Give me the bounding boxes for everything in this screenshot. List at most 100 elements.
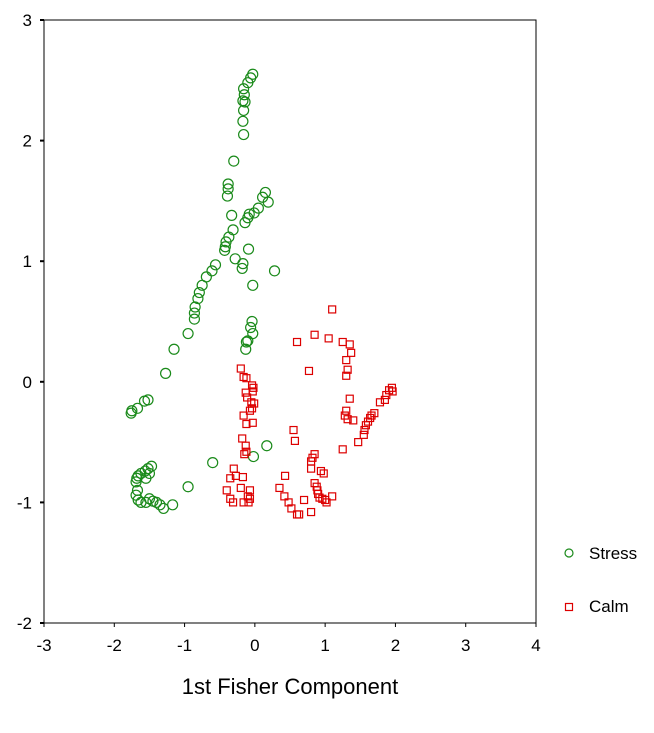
calm-point: [243, 492, 252, 501]
stress-point: [182, 327, 194, 340]
stress-point: [242, 243, 255, 255]
stress-point: [247, 279, 259, 291]
y-tick-label: 0: [23, 373, 32, 392]
calm-point: [306, 464, 316, 473]
calm-point: [299, 495, 309, 505]
stress-point: [196, 279, 208, 291]
stress-point: [143, 467, 156, 480]
calm-point: [228, 498, 238, 507]
x-tick-label: 4: [531, 636, 540, 655]
stress-point: [222, 178, 234, 190]
stress-point: [242, 335, 254, 347]
calm-point: [359, 430, 368, 439]
stress-point: [182, 481, 194, 493]
stress-point: [188, 307, 201, 319]
calm-point: [343, 365, 352, 374]
y-tick-label: 3: [23, 11, 32, 30]
calm-point: [375, 398, 385, 407]
calm-point: [239, 411, 248, 420]
stress-point: [220, 236, 232, 248]
stress-point: [188, 313, 201, 325]
stress-point: [239, 96, 251, 108]
calm-point: [284, 498, 293, 507]
x-tick-label: 2: [391, 636, 400, 655]
stress-point: [189, 301, 201, 313]
stress-point: [167, 499, 179, 511]
calm-point: [370, 409, 379, 418]
calm-point: [382, 390, 391, 400]
stress-point: [159, 367, 172, 379]
x-tick-label: -2: [107, 636, 122, 655]
calm-point: [292, 337, 302, 347]
calm-point: [360, 425, 369, 435]
calm-point: [342, 406, 351, 415]
calm-point: [241, 388, 250, 397]
calm-point: [343, 415, 352, 424]
legend-stress-marker: [564, 548, 574, 558]
stress-point: [132, 470, 144, 482]
legend-calm-marker: [564, 602, 574, 612]
calm-point: [243, 393, 252, 402]
calm-point: [319, 469, 328, 478]
stress-point: [240, 336, 253, 348]
calm-point: [248, 418, 257, 427]
calm-point: [342, 355, 351, 365]
calm-point: [245, 406, 255, 415]
calm-point: [295, 510, 304, 519]
calm-point: [280, 471, 290, 480]
stress-point: [193, 286, 205, 299]
x-tick-label: 3: [461, 636, 470, 655]
y-axis-ticks: [40, 19, 44, 624]
calm-point: [380, 395, 389, 404]
calm-point: [342, 371, 351, 380]
stress-point: [240, 343, 252, 355]
calm-point: [236, 483, 245, 493]
y-tick-label: 1: [23, 252, 32, 271]
plot-area-frame: [43, 19, 537, 624]
stress-point: [130, 476, 142, 488]
stress-point: [237, 258, 249, 270]
calm-point: [316, 466, 326, 476]
legend-stress-label: Stress: [589, 544, 637, 563]
stress-point: [237, 115, 249, 127]
x-axis-title: 1st Fisher Component: [182, 674, 398, 699]
stress-point: [238, 128, 250, 141]
stress-point: [150, 496, 163, 508]
stress-point: [125, 407, 137, 419]
stress-point: [238, 83, 250, 95]
legend: Stress Calm: [564, 544, 637, 616]
calm-point: [222, 486, 231, 495]
stress-point: [247, 450, 260, 463]
calm-point: [280, 492, 289, 501]
y-axis-tick-labels: -2 -1 0 1 2 3: [17, 11, 32, 633]
calm-point: [287, 504, 296, 513]
calm-point: [239, 372, 248, 382]
stress-point: [239, 217, 251, 229]
y-tick-label: -1: [17, 493, 32, 512]
stress-point: [236, 262, 248, 275]
x-tick-label: -1: [177, 636, 192, 655]
stress-point: [238, 104, 250, 117]
stress-point: [168, 343, 180, 355]
calm-point: [238, 472, 248, 482]
stress-point: [246, 315, 258, 328]
calm-point: [304, 366, 314, 376]
calm-point: [242, 447, 251, 456]
calm-point: [345, 340, 354, 349]
stress-point: [228, 155, 240, 167]
calm-point: [354, 438, 363, 447]
calm-point: [247, 404, 257, 413]
stress-point: [219, 241, 231, 253]
stress-point: [219, 244, 231, 256]
calm-point: [245, 486, 255, 495]
calm-point: [247, 381, 257, 390]
stress-point: [261, 440, 273, 452]
y-tick-label: -2: [17, 614, 32, 633]
stress-point: [221, 190, 234, 202]
x-tick-label: 1: [320, 636, 329, 655]
calm-point: [239, 498, 248, 507]
stress-point: [132, 494, 144, 506]
calm-point: [242, 374, 251, 383]
calm-point: [226, 474, 235, 483]
